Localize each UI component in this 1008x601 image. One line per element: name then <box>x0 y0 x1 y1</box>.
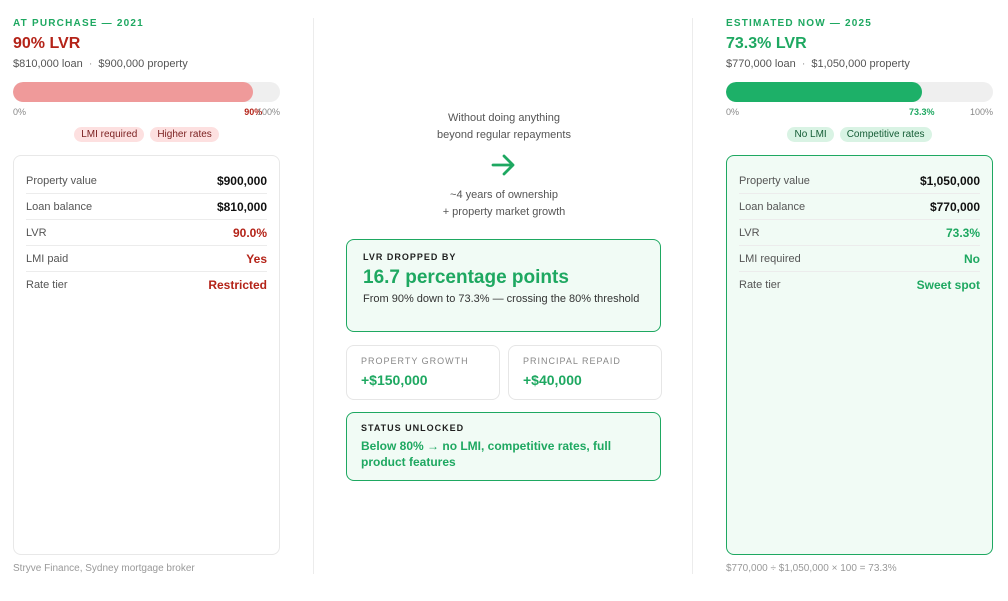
detail-label: Loan balance <box>26 200 93 213</box>
now-eyebrow: ESTIMATED NOW — 2025 <box>726 18 873 29</box>
detail-label: Rate tier <box>26 279 68 291</box>
tick-max: 100% <box>969 107 993 117</box>
purchase-details-card: Property value $900,000 Loan balance $810,… <box>13 155 280 555</box>
detail-label: Loan balance <box>739 200 806 213</box>
detail-row: Loan balance $810,000 <box>26 194 267 220</box>
transition-column: Without doing anything beyond regular re… <box>313 18 693 574</box>
transition-line-1: Without doing anything <box>448 112 560 124</box>
detail-value: $770,000 <box>929 199 980 214</box>
detail-value: Restricted <box>208 278 267 292</box>
transition-line-2: beyond regular repayments <box>437 129 571 141</box>
tick-max: 100% <box>256 107 280 117</box>
now-loan: $770,000 loan <box>726 58 796 70</box>
transition-line-4: + property market growth <box>442 206 566 218</box>
transition-line-3: ~4 years of ownership <box>450 189 558 201</box>
detail-row: LVR 73.3% <box>739 220 980 246</box>
now-details-card: Property value $1,050,000 Loan balance $77… <box>726 155 993 555</box>
detail-label: LVR <box>739 226 760 239</box>
principal-repaid-value: +$40,000 <box>523 372 582 388</box>
detail-row: Loan balance $770,000 <box>739 194 980 220</box>
detail-value: $1,050,000 <box>919 173 980 188</box>
detail-value: $900,000 <box>216 173 267 188</box>
estimated-now-column: ESTIMATED NOW — 2025 73.3% LVR $770,000 … <box>726 0 993 601</box>
status-unlocked-card: STATUS UNLOCKED Below 80% → no LMI, comp… <box>346 412 661 481</box>
purchase-footer: Stryve Finance, Sydney mortgage broker <box>13 563 195 574</box>
detail-row: Rate tier Sweet spot <box>739 272 980 298</box>
tick-value: 90% <box>244 107 263 117</box>
detail-value: No <box>964 251 980 266</box>
detail-value: 73.3% <box>945 225 980 240</box>
tick-value: 73.3% <box>908 107 935 117</box>
detail-row: LVR 90.0% <box>26 220 267 246</box>
now-formula-footer: $770,000 ÷ $1,050,000 × 100 = 73.3% <box>726 563 897 574</box>
principal-repaid-label: PRINCIPAL REPAID <box>523 356 621 366</box>
status-unlocked-value: Below 80% → no LMI, competitive rates, f… <box>361 439 612 469</box>
purchase-eyebrow: AT PURCHASE — 2021 <box>13 18 144 29</box>
detail-label: Property value <box>739 174 810 187</box>
purchase-subline: $810,000 loan · $900,000 property <box>13 58 188 70</box>
transition-text-top: Without doing anything beyond regular re… <box>314 110 694 144</box>
purchase-lvr-title: 90% LVR <box>13 35 81 52</box>
lvr-dropped-desc: From 90% down to 73.3% — crossing the 80… <box>363 293 640 305</box>
detail-value: 90.0% <box>232 225 267 240</box>
badge-competitive-rates: Competitive rates <box>839 127 932 142</box>
detail-row: Property value $1,050,000 <box>739 168 980 194</box>
detail-label: LMI required <box>739 252 801 265</box>
property-growth-label: PROPERTY GROWTH <box>361 356 469 366</box>
badge-higher-rates: Higher rates <box>150 127 219 142</box>
principal-repaid-card: PRINCIPAL REPAID +$40,000 <box>508 345 662 400</box>
detail-row: LMI required No <box>739 246 980 272</box>
right-arrow-icon <box>314 154 694 181</box>
purchase-lvr-bar <box>13 82 280 102</box>
now-badges: No LMI Competitive rates <box>726 127 993 142</box>
purchase-lvr-ticks: 0% 90% 100% <box>13 107 280 119</box>
detail-label: Rate tier <box>739 279 781 291</box>
property-growth-card: PROPERTY GROWTH +$150,000 <box>346 345 500 400</box>
transition-text-bottom: ~4 years of ownership + property market … <box>314 187 694 221</box>
purchase-column: AT PURCHASE — 2021 90% LVR $810,000 loan… <box>13 0 280 601</box>
now-subline: $770,000 loan · $1,050,000 property <box>726 58 910 70</box>
detail-value: $810,000 <box>216 199 267 214</box>
tick-min: 0% <box>726 107 740 117</box>
property-growth-value: +$150,000 <box>361 372 428 388</box>
purchase-badges: LMI required Higher rates <box>13 127 280 142</box>
now-lvr-title: 73.3% LVR <box>726 35 807 52</box>
detail-row: LMI paid Yes <box>26 246 267 272</box>
badge-no-lmi: No LMI <box>787 127 834 142</box>
status-unlocked-label: STATUS UNLOCKED <box>361 423 465 433</box>
now-lvr-bar <box>726 82 993 102</box>
separator-dot: · <box>88 58 93 70</box>
now-property: $1,050,000 property <box>811 58 910 70</box>
lvr-dropped-label: LVR DROPPED BY <box>363 252 457 262</box>
purchase-lvr-fill <box>13 82 254 102</box>
lvr-dropped-value: 16.7 percentage points <box>363 267 569 288</box>
detail-row: Property value $900,000 <box>26 168 267 194</box>
detail-label: Property value <box>26 174 97 187</box>
detail-value: Sweet spot <box>916 278 980 292</box>
detail-label: LMI paid <box>26 252 69 265</box>
detail-label: LVR <box>26 226 47 239</box>
purchase-property: $900,000 property <box>98 58 188 70</box>
separator-dot: · <box>801 58 806 70</box>
badge-lmi-required: LMI required <box>74 127 145 142</box>
purchase-loan: $810,000 loan <box>13 58 83 70</box>
tick-min: 0% <box>13 107 27 117</box>
detail-row: Rate tier Restricted <box>26 272 267 298</box>
now-lvr-fill <box>726 82 922 102</box>
lvr-dropped-card: LVR DROPPED BY 16.7 percentage points Fr… <box>346 239 661 332</box>
detail-value: Yes <box>246 251 267 266</box>
now-lvr-ticks: 0% 73.3% 100% <box>726 107 993 119</box>
